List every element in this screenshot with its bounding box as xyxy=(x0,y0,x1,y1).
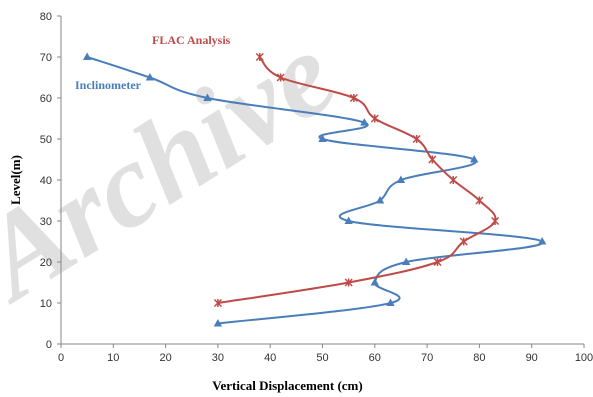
data-point-star xyxy=(213,298,222,308)
data-point-star xyxy=(370,114,379,123)
data-point-triangle xyxy=(537,237,547,245)
y-axis-title: Level(m) xyxy=(8,155,23,205)
watermark: Archive xyxy=(0,6,357,327)
plot-area: 0 10 20 30 40 50 60 70 80 90 100 0 10 20 30 40 50 60 70 80 xyxy=(40,11,593,364)
x-tick-label: 30 xyxy=(212,352,224,364)
data-point-star xyxy=(276,73,285,82)
x-tick-label: 100 xyxy=(575,352,593,364)
y-tick-label: 70 xyxy=(40,52,52,64)
data-point-star xyxy=(349,93,358,103)
y-tick-label: 20 xyxy=(40,257,52,269)
x-tick-label: 70 xyxy=(421,352,433,364)
series-label-inclinometer: Inclinometer xyxy=(75,78,142,92)
data-point-triangle xyxy=(213,319,223,327)
data-point-star xyxy=(491,216,500,226)
data-point-star xyxy=(433,257,442,267)
data-point-star xyxy=(449,175,458,185)
data-point-triangle xyxy=(145,73,155,81)
data-point-star xyxy=(459,237,468,246)
data-point-triangle xyxy=(360,118,369,126)
y-tick-label: 10 xyxy=(40,298,52,310)
series-label-flac: FLAC Analysis xyxy=(152,33,231,47)
x-tick-label: 20 xyxy=(159,352,171,364)
y-tick-label: 80 xyxy=(40,11,52,23)
x-tick-label: 10 xyxy=(107,352,119,364)
x-tick-label: 90 xyxy=(526,352,538,364)
data-point-star xyxy=(255,52,264,62)
x-tick-label: 60 xyxy=(369,352,381,364)
y-tick-label: 50 xyxy=(40,134,52,146)
data-point-star xyxy=(412,134,421,144)
y-tick-label: 30 xyxy=(40,216,52,228)
data-point-triangle xyxy=(401,257,411,265)
data-point-triangle xyxy=(318,134,327,142)
data-point-star xyxy=(344,278,353,287)
data-point-star xyxy=(475,196,484,205)
data-point-triangle xyxy=(344,216,353,224)
x-tick-label: 80 xyxy=(473,352,485,364)
data-point-triangle xyxy=(203,93,212,101)
data-point-triangle xyxy=(469,155,479,163)
y-tick-label: 60 xyxy=(40,93,52,105)
data-point-triangle xyxy=(82,52,92,60)
data-point-triangle xyxy=(396,175,406,183)
data-point-triangle xyxy=(375,196,385,204)
y-tick-label: 40 xyxy=(40,175,52,187)
x-tick-label: 50 xyxy=(316,352,328,364)
x-tick-label: 0 xyxy=(58,352,64,364)
x-axis-title: Vertical Displacement (cm) xyxy=(212,378,362,393)
y-tick-label: 0 xyxy=(46,339,52,351)
data-point-triangle xyxy=(370,278,379,286)
x-tick-label: 40 xyxy=(264,352,276,364)
data-point-star xyxy=(428,155,437,164)
data-point-triangle xyxy=(386,298,395,306)
